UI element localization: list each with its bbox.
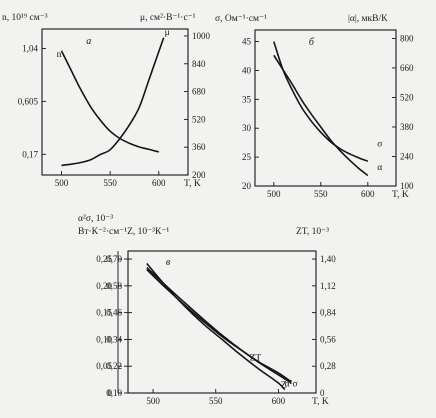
series-line-c [146,262,286,391]
y-right-tick-label: 0,56 [320,334,336,344]
y-right-label: |α|, мкВ/К [348,14,388,24]
x-tick-label: 500 [55,178,69,188]
panel-c: 500 550 600 T, K00,050,100,150,200,2500,280… [78,214,336,407]
y-right-tick-label: 1000 [192,31,211,41]
y-left-label: n, 10¹⁹ см⁻³ [2,13,48,23]
y-right-label: ZT, 10⁻³ [296,227,329,237]
plot-frame [41,28,189,176]
x-tick-label: 550 [209,396,223,406]
y-left-tick-label: 0,20 [96,281,112,291]
series-line-b [273,41,369,162]
y-inner-tick-label: 0,34 [106,334,122,344]
y-inner-tick-label: 0,58 [106,281,122,291]
series-line-c [146,269,292,383]
panel-label: а [86,36,91,47]
y-right-label: μ, см²·В⁻¹·с⁻¹ [140,13,196,23]
y-left-tick-label: 30 [242,123,252,133]
y-right-tick-label: 1,12 [320,281,336,291]
series-label: n [57,50,62,60]
y-right-tick-label: 100 [400,181,414,191]
x-tick-label: 600 [361,189,375,199]
x-axis-label: T, K [184,179,201,189]
y-right-tick-label: 0,28 [320,361,336,371]
panel-b: 500 550 600 T, K 20 25 30 35 40 45 100 240 380 520 660… [215,14,414,200]
y-left-tick-label: 0,25 [96,254,112,264]
y-right-tick-label: 520 [192,114,206,124]
y-left-tick-label: 1,04 [22,43,38,53]
x-tick-label: 600 [152,178,166,188]
y-left-tick-label: 20 [242,181,252,191]
y-inner-label: Вт·К⁻²·см⁻¹Z, 10⁻³К⁻¹ [78,227,169,237]
plot-frame [127,250,317,394]
series-label: Z [281,380,287,390]
x-tick-label: 550 [314,189,328,199]
y-inner-tick-label: 0,22 [106,361,122,371]
series-label: ZT [250,353,262,363]
y-left-tick-label: 0,605 [18,96,39,106]
y-right-tick-label: 840 [192,59,206,69]
y-right-tick-label: 360 [192,142,206,152]
y-left-tick-label: 45 [242,37,252,47]
panel-a: 500 550 600 T, K 0,17 0,605 1,04 200 360 520 680 84… [2,13,211,189]
y-left-tick-label: 0,17 [22,149,38,159]
y-right-tick-label: 200 [192,170,206,180]
y-left-tick-label: 0 [108,388,113,398]
y-left-tick-label: 0,15 [96,308,112,318]
y-left-label: σ, Ом⁻¹·см⁻¹ [215,14,267,24]
y-right-tick-label: 680 [192,87,206,97]
y-left-tick-label: 35 [242,94,252,104]
y-right-tick-label: 380 [400,122,414,132]
x-tick-label: 500 [267,189,281,199]
x-tick-label: 550 [103,178,117,188]
y-right-tick-label: 240 [400,151,414,161]
series-line-a [60,50,159,153]
x-tick-label: 500 [146,396,160,406]
series-line-b [273,54,369,177]
x-axis-label: T, K [392,190,409,200]
series-label: μ [165,28,170,38]
y-inner-tick-label: 0,46 [106,308,122,318]
series-line-a [61,37,165,167]
y-right-tick-label: 800 [400,33,414,43]
series-label: σ [377,140,382,150]
y-left-tick-label: 0,10 [96,334,112,344]
panel-label: в [166,257,171,268]
y-inner-tick-label: 0,10 [106,388,122,398]
y-right-tick-label: 0,84 [320,308,336,318]
plot-frame [254,29,397,187]
panel-label: б [309,37,315,48]
x-axis-label: T, K [312,397,329,407]
y-inner-tick-label: 0,70 [106,254,122,264]
series-label: α [377,163,382,173]
y-right-tick-label: 660 [400,63,414,73]
y-left-tick-label: 40 [242,65,252,75]
y-right-tick-label: 1,40 [320,254,336,264]
y-left-label: α²σ, 10⁻³ [78,214,113,224]
series-line-c [146,267,292,384]
series-label: α²σ [285,380,298,390]
x-tick-label: 600 [272,396,286,406]
y-right-tick-label: 520 [400,92,414,102]
y-right-tick-label: 0 [320,388,325,398]
y-left-tick-label: 25 [242,152,252,162]
y-left-tick-label: 0,05 [96,361,112,371]
